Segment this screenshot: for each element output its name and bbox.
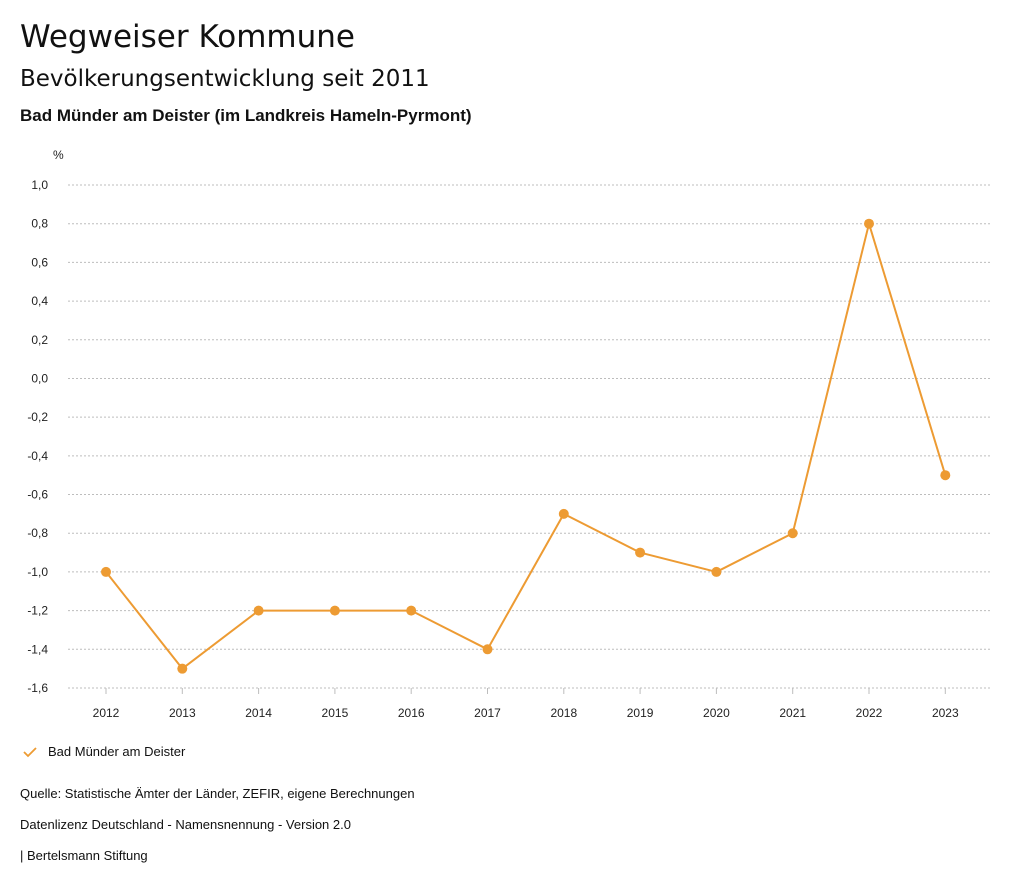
- y-tick-label: -1,4: [27, 642, 48, 656]
- chart-subtitle: Bevölkerungsentwicklung seit 2011: [20, 66, 430, 92]
- y-tick-label: -1,2: [27, 604, 48, 618]
- data-point: [940, 470, 951, 481]
- legend[interactable]: Bad Münder am Deister: [22, 744, 185, 759]
- data-point: [558, 508, 569, 519]
- data-point: [482, 644, 493, 655]
- data-point: [635, 547, 646, 558]
- y-tick-label: -0,2: [27, 410, 48, 424]
- region-label: Bad Münder am Deister (im Landkreis Hame…: [20, 106, 472, 125]
- data-point: [711, 566, 722, 577]
- y-tick-label: 0,0: [31, 371, 48, 385]
- y-tick-label: -1,6: [27, 681, 48, 695]
- y-axis-ticks: 1,0 0,8 0,6 0,4 0,2 0,0 -0,2 -0,4 -0,6 -0,8 -1,0 -1…: [27, 178, 48, 695]
- y-tick-label: 0,6: [31, 255, 48, 269]
- x-tick-label: 2017: [474, 706, 501, 720]
- y-tick-label: -0,4: [27, 449, 48, 463]
- grid-lines: [68, 184, 990, 689]
- data-point: [864, 218, 874, 229]
- series-layer: [101, 218, 951, 674]
- x-tick-label: 2016: [398, 706, 425, 720]
- y-tick-label: 1,0: [31, 178, 48, 192]
- checkmark-icon: [23, 746, 37, 757]
- data-point: [787, 528, 798, 539]
- x-tick-label: 2012: [93, 706, 120, 720]
- publisher-note: | Bertelsmann Stiftung: [20, 848, 148, 863]
- y-tick-label: -0,8: [27, 526, 48, 540]
- x-tick-label: 2015: [322, 706, 349, 720]
- y-tick-label: 0,4: [31, 294, 48, 308]
- y-tick-label: 0,2: [31, 333, 48, 347]
- x-tick-label: 2013: [169, 706, 196, 720]
- source-note: Quelle: Statistische Ämter der Länder, Z…: [20, 786, 415, 801]
- x-tick-label: 2018: [550, 706, 577, 720]
- x-axis-ticks: 2012 2013 2014 2015 2016 2017 2018 2019 2020 2021…: [93, 688, 959, 720]
- legend-label: Bad Münder am Deister: [48, 744, 186, 759]
- data-point: [177, 663, 188, 674]
- license-note: Datenlizenz Deutschland - Namensnennung …: [20, 817, 351, 832]
- x-tick-label: 2014: [245, 706, 272, 720]
- y-tick-label: -1,0: [27, 565, 48, 579]
- line-chart: 1,0 0,8 0,6 0,4 0,2 0,0 -0,2 -0,4 -0,6 -0,8 -1,0 -1…: [27, 148, 990, 720]
- data-point: [101, 566, 111, 577]
- y-axis-label: %: [53, 148, 64, 162]
- x-tick-label: 2023: [932, 706, 959, 720]
- y-tick-label: 0,8: [31, 217, 48, 231]
- data-point: [406, 605, 417, 616]
- x-tick-label: 2020: [703, 706, 730, 720]
- data-point: [253, 605, 264, 616]
- y-tick-label: -0,6: [27, 488, 48, 502]
- series-line: [105, 222, 947, 670]
- page-title: Wegweiser Kommune: [20, 19, 355, 55]
- x-tick-label: 2021: [779, 706, 806, 720]
- data-point: [329, 605, 340, 616]
- x-tick-label: 2022: [856, 706, 883, 720]
- x-tick-label: 2019: [627, 706, 654, 720]
